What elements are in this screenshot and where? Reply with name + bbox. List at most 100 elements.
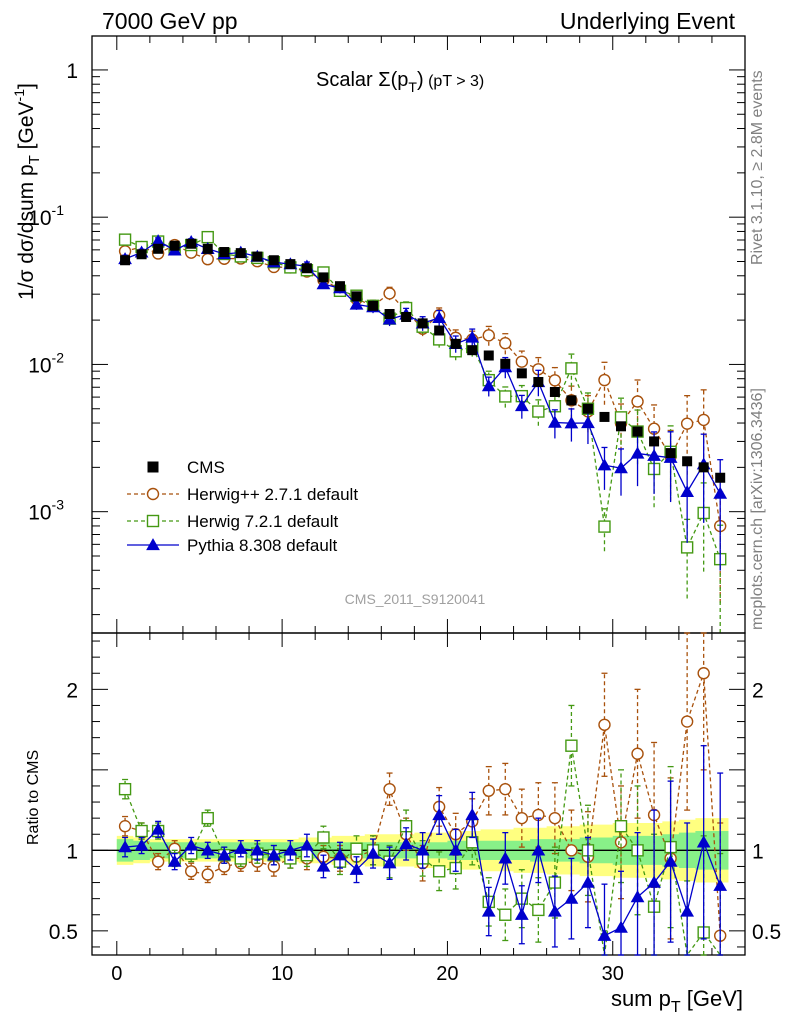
data-point <box>499 908 512 921</box>
cms-data-points <box>120 238 726 483</box>
data-point <box>349 862 364 875</box>
data-point <box>565 844 578 857</box>
data-point <box>514 907 529 920</box>
data-point <box>531 843 546 856</box>
ratio-y-tick-label: 1 <box>66 840 78 863</box>
data-point <box>515 355 529 368</box>
ratio-panel: 0 10 20 30 0.5 0.5 1 1 2 2 <box>49 632 781 985</box>
data-point <box>118 820 132 833</box>
data-point <box>465 330 480 343</box>
data-point <box>632 426 643 437</box>
data-point <box>532 405 545 418</box>
data-point <box>383 782 396 796</box>
data-point <box>647 875 661 888</box>
data-point <box>564 891 579 904</box>
series-line <box>124 236 721 560</box>
data-point <box>582 403 593 414</box>
data-point <box>548 374 562 387</box>
series-3-ratio <box>118 745 728 956</box>
x-tick-label: 30 <box>602 963 624 985</box>
data-point <box>696 835 711 848</box>
y-tick-label: 10-3 <box>28 497 64 525</box>
data-point <box>597 458 612 471</box>
data-point <box>680 715 694 728</box>
data-point <box>432 333 446 346</box>
data-point <box>417 318 428 329</box>
data-point <box>597 928 612 941</box>
data-point <box>415 843 430 856</box>
header-left: 7000 GeV pp <box>102 8 238 34</box>
legend-label: Herwig++ 2.7.1 default <box>187 485 358 504</box>
data-point <box>680 417 694 430</box>
data-point <box>649 436 660 447</box>
data-point <box>266 848 281 861</box>
data-point <box>399 837 413 850</box>
data-point <box>401 311 412 322</box>
data-point <box>233 841 248 854</box>
header-right: Underlying Event <box>560 8 736 34</box>
y-tick-label: 10-2 <box>28 349 64 377</box>
data-point <box>118 782 132 796</box>
data-point <box>219 247 230 258</box>
data-point <box>467 345 478 356</box>
data-point <box>383 287 396 300</box>
data-point <box>499 390 512 403</box>
x-axis-label: sum pT [GeV] <box>611 986 743 1016</box>
x-tick-label: 20 <box>436 963 458 985</box>
data-point <box>316 859 331 872</box>
data-point <box>481 379 496 392</box>
data-point <box>118 840 132 853</box>
ratio-y-axis-label: Ratio to CMS <box>25 750 42 845</box>
data-point <box>680 541 694 554</box>
data-point <box>566 395 577 406</box>
data-point <box>515 811 529 825</box>
data-point <box>516 368 527 379</box>
legend-marker <box>146 538 160 551</box>
data-point <box>698 462 709 473</box>
data-point <box>465 808 480 821</box>
rivet-version-label: Rivet 3.1.10, ≥ 2.8M events <box>749 70 766 265</box>
data-point <box>432 865 446 878</box>
legend-marker <box>146 514 160 528</box>
data-point <box>614 920 628 933</box>
data-point <box>482 784 495 797</box>
data-point <box>680 904 695 917</box>
data-point <box>200 843 215 856</box>
y-tick-label: 10-1 <box>28 202 64 230</box>
data-point <box>598 520 611 533</box>
data-point <box>548 904 562 917</box>
data-point <box>499 336 512 350</box>
data-point <box>581 416 595 429</box>
data-point <box>482 329 495 342</box>
data-point <box>616 421 627 432</box>
data-point <box>201 252 214 266</box>
data-point <box>351 291 362 302</box>
legend-marker <box>147 461 159 473</box>
data-point <box>715 472 726 483</box>
series-line <box>124 244 721 527</box>
data-point <box>432 310 447 323</box>
data-point <box>120 255 131 266</box>
data-point <box>135 824 148 838</box>
data-point <box>184 838 199 851</box>
data-point <box>184 865 198 878</box>
ratio-y-tick-label: 0.5 <box>49 921 78 944</box>
data-point <box>483 350 494 361</box>
data-point <box>697 667 710 680</box>
data-point <box>382 856 397 869</box>
data-point <box>614 820 628 833</box>
data-point <box>697 413 710 427</box>
data-point <box>499 782 512 796</box>
data-point <box>631 395 644 408</box>
data-point <box>268 255 279 266</box>
data-point <box>316 277 331 290</box>
data-point <box>680 484 695 497</box>
data-point <box>151 234 166 247</box>
y-tick-label: 1 <box>66 60 78 83</box>
data-point <box>169 240 180 251</box>
data-point <box>235 248 246 259</box>
data-point <box>151 855 165 868</box>
data-point <box>285 259 296 270</box>
data-point <box>598 373 611 387</box>
data-point <box>665 448 676 459</box>
